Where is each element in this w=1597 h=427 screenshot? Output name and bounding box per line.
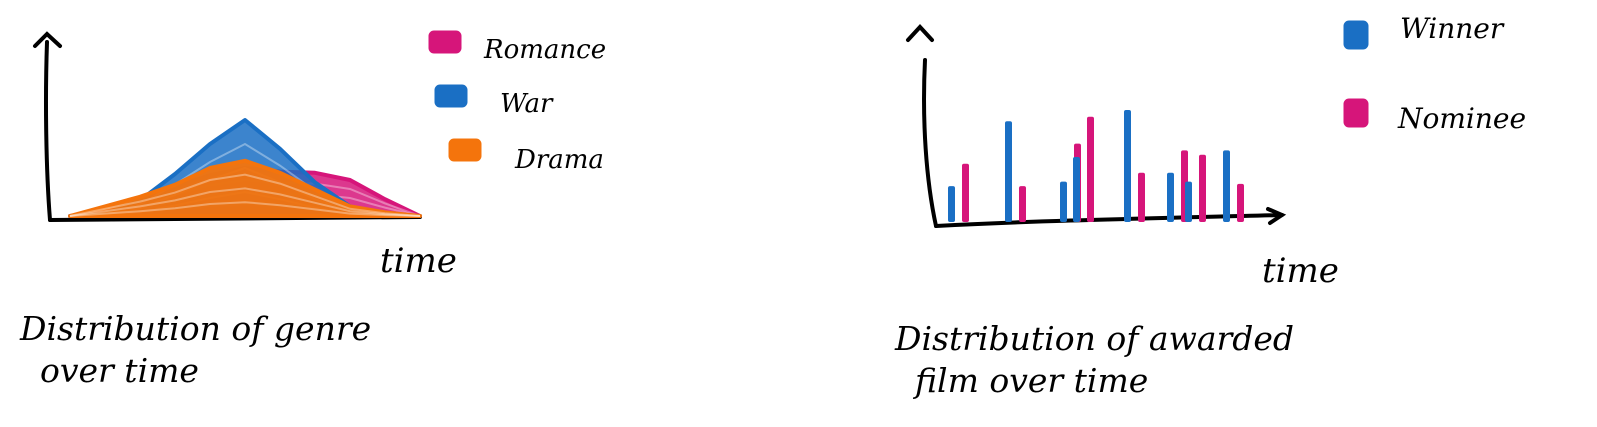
awards-bar-chart: time Distribution of awarded film over ti… (894, 12, 1526, 400)
legend-swatch-war (434, 84, 468, 108)
y-axis (33, 31, 62, 222)
chart-title: Distribution of genre over time (19, 309, 371, 390)
bar-winner-6 (1167, 172, 1174, 222)
legend-label-romance: Romance (483, 35, 606, 65)
area-drama-hatch (69, 173, 421, 217)
bar-winner-3 (1060, 181, 1067, 222)
x-axis-label: time (380, 241, 457, 281)
bar-winner-7 (1185, 181, 1192, 222)
legend-swatch-romance (428, 30, 462, 54)
bar-winner-1 (948, 186, 955, 222)
legend-label-nominee: Nominee (1397, 102, 1526, 135)
bar-winner-2 (1005, 121, 1012, 222)
legend-swatch-winner (1343, 20, 1369, 50)
bar-winner-5 (1124, 110, 1131, 222)
bar-series-group (948, 110, 1244, 222)
x-axis-label: time (1262, 251, 1339, 291)
bar-nominee-8 (1237, 183, 1244, 222)
chart-title: Distribution of awarded film over time (894, 319, 1294, 400)
genre-area-chart: time Distribution of genre over time Roma… (19, 30, 606, 390)
y-axis (906, 24, 938, 228)
bar-winner-4 (1073, 157, 1080, 222)
bar-nominee-1 (962, 163, 969, 222)
legend-label-war: War (500, 89, 554, 119)
x-axis (934, 207, 1287, 228)
area-series-group (68, 118, 422, 218)
bar-nominee-7 (1199, 154, 1206, 222)
legend: Winner Nominee (1343, 12, 1526, 135)
legend-swatch-nominee (1343, 98, 1369, 128)
area-drama (68, 158, 422, 218)
area-drama-hatch (69, 201, 421, 217)
bar-winner-8 (1223, 150, 1230, 222)
legend-label-winner: Winner (1400, 12, 1505, 45)
bar-nominee-4 (1087, 116, 1094, 222)
legend: Romance War Drama (428, 30, 606, 175)
bar-nominee-5 (1138, 172, 1145, 222)
area-drama-hatch (69, 187, 421, 217)
bar-nominee-2 (1019, 186, 1026, 222)
legend-label-drama: Drama (514, 145, 604, 175)
legend-swatch-drama (448, 138, 482, 162)
